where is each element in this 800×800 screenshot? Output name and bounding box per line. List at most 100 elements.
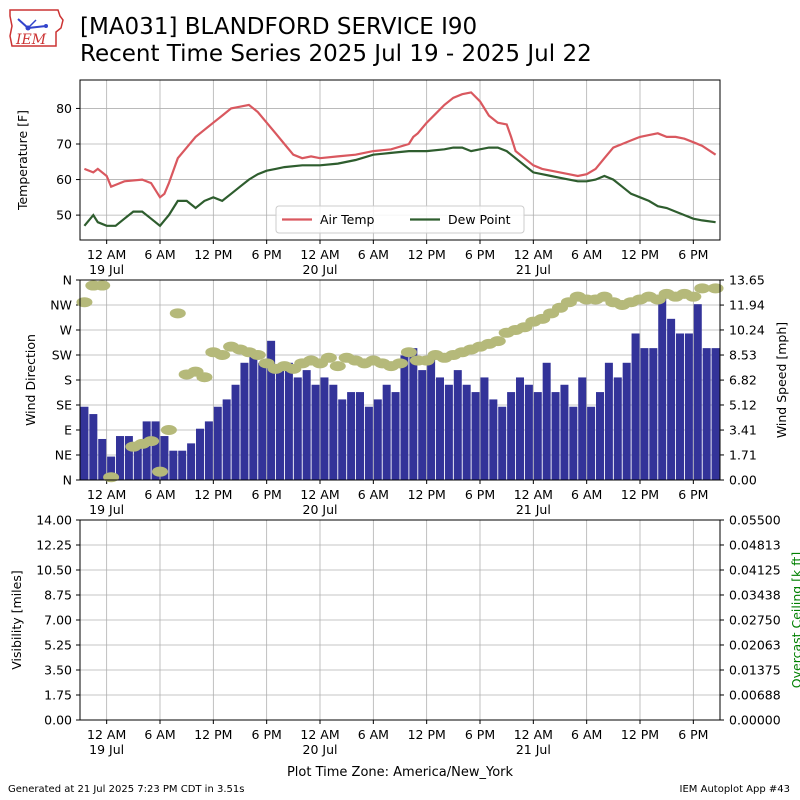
- timezone-label: Plot Time Zone: America/New_York: [286, 765, 514, 780]
- wind-speed-bar: [89, 414, 98, 480]
- legend-label-dew-point: Dew Point: [448, 212, 511, 227]
- x-tick-label: 6 AM: [144, 727, 175, 742]
- wind-direction-point: [214, 350, 231, 360]
- wind-speed-bar: [204, 421, 213, 480]
- x-tick-label: 6 AM: [571, 727, 602, 742]
- title-line-range: Recent Time Series 2025 Jul 19 - 2025 Ju…: [80, 41, 592, 67]
- x-tick-label: 12 AM: [514, 727, 553, 742]
- x-tick-label: 12 PM: [194, 727, 232, 742]
- wind-direction-point: [489, 336, 506, 347]
- x-tick-label: 12 PM: [194, 247, 232, 262]
- wind-speed-bar: [569, 406, 578, 480]
- x-date-label: 19 Jul: [89, 502, 124, 517]
- ceiling-tick-label: 0.02063: [729, 637, 781, 652]
- x-tick-label: 12 AM: [300, 487, 339, 502]
- x-tick-label: 12 PM: [194, 487, 232, 502]
- x-tick-label: 12 AM: [300, 727, 339, 742]
- wind-speed-bar: [240, 362, 249, 480]
- wind-speed-bar: [151, 421, 160, 480]
- page-title: [MA031] BLANDFORD SERVICE I90 Recent Tim…: [80, 14, 592, 68]
- wind-direction-point: [329, 361, 346, 372]
- visibility-tick-label: 8.75: [44, 588, 72, 603]
- wind-speed-bar: [329, 384, 338, 480]
- series-line-dew-point: [83, 146, 716, 228]
- wind-speed-bar: [667, 318, 676, 480]
- panel-frame: [79, 279, 721, 481]
- wind-direction-point: [169, 308, 186, 319]
- wind-speed-bar: [613, 377, 622, 480]
- x-date-label: 21 Jul: [516, 262, 551, 277]
- wind-speed-bar: [596, 392, 604, 480]
- x-tick-label: 6 AM: [144, 487, 175, 502]
- legend-box: [275, 205, 525, 234]
- wind-speed-bar: [640, 348, 649, 480]
- wind-speed-bar: [249, 355, 258, 480]
- wind-speed-bar: [551, 392, 560, 480]
- direction-tick-label: NW: [50, 298, 72, 313]
- x-tick-label: 12 PM: [621, 487, 659, 502]
- wind-speed-bar: [107, 456, 116, 480]
- wind-speed-bar: [702, 348, 711, 480]
- x-tick-label: 12 PM: [621, 247, 659, 262]
- y2-axis-label: Overcast Ceiling [k ft]: [789, 552, 800, 688]
- x-date-label: 20 Jul: [303, 742, 338, 757]
- direction-tick-label: NE: [55, 448, 72, 463]
- wind-speed-bar: [356, 392, 364, 480]
- visibility-tick-label: 0.00: [44, 713, 72, 728]
- ceiling-tick-label: 0.05500: [729, 513, 781, 528]
- wind-direction-point: [320, 352, 337, 363]
- wind-speed-bar: [542, 362, 551, 480]
- wind-speed-bar: [578, 377, 587, 480]
- x-tick-label: 6 PM: [678, 727, 708, 742]
- wind-speed-bar: [311, 384, 320, 480]
- iem-logo: IEM: [6, 6, 66, 54]
- x-tick-label: 6 PM: [252, 727, 282, 742]
- wind-speed-bar: [98, 438, 107, 480]
- wind-speed-bar: [293, 377, 302, 480]
- wind-speed-bar: [133, 443, 142, 480]
- panel-frame: [79, 79, 721, 241]
- y-axis-label: Temperature [F]: [15, 110, 30, 211]
- wind-direction-point: [685, 291, 702, 302]
- x-date-label: 19 Jul: [89, 262, 124, 277]
- wind-speed-bar: [444, 384, 453, 480]
- wind-speed-tick-label: 0.00: [729, 473, 757, 488]
- wind-speed-tick-label: 8.53: [729, 348, 757, 363]
- wind-speed-bar: [631, 333, 640, 480]
- wind-speed-tick-label: 5.12: [729, 397, 757, 412]
- wind-speed-bar: [711, 348, 720, 480]
- direction-tick-label: SW: [52, 348, 72, 363]
- x-tick-label: 12 PM: [408, 727, 446, 742]
- wind-speed-bar: [507, 392, 516, 480]
- visibility-tick-label: 12.25: [36, 538, 72, 553]
- direction-tick-label: E: [64, 423, 72, 438]
- x-tick-label: 6 PM: [252, 247, 282, 262]
- direction-tick-label: N: [63, 473, 72, 488]
- wind-speed-bar: [284, 362, 293, 480]
- x-tick-label: 12 PM: [621, 727, 659, 742]
- wind-speed-bar: [418, 370, 427, 480]
- wind-speed-bar: [524, 384, 533, 480]
- wind-direction-point: [196, 372, 213, 383]
- title-line-station: [MA031] BLANDFORD SERVICE I90: [80, 14, 478, 40]
- x-tick-label: 12 AM: [87, 247, 126, 262]
- wind-direction-point: [94, 280, 111, 291]
- wind-speed-bar: [560, 384, 569, 480]
- wind-speed-tick-label: 10.24: [729, 322, 765, 337]
- wind-speed-bar: [676, 333, 684, 480]
- wind-speed-bar: [471, 392, 480, 480]
- legend: Air Temp Dew Point: [275, 205, 525, 234]
- wind-speed-bar: [436, 377, 444, 480]
- wind-speed-bar: [364, 406, 373, 480]
- wind-speed-bar: [222, 399, 231, 480]
- x-tick-label: 6 PM: [252, 487, 282, 502]
- wind-speed-bar: [533, 392, 542, 480]
- x-date-label: 20 Jul: [303, 502, 338, 517]
- y-axis-label: Wind Direction: [23, 334, 38, 426]
- ceiling-tick-label: 0.03438: [729, 587, 781, 602]
- wind-speed-bar: [213, 406, 222, 480]
- y2-axis-label: Wind Speed [mph]: [774, 322, 789, 438]
- wind-speed-bar: [231, 384, 240, 480]
- wind-direction-point: [694, 283, 711, 294]
